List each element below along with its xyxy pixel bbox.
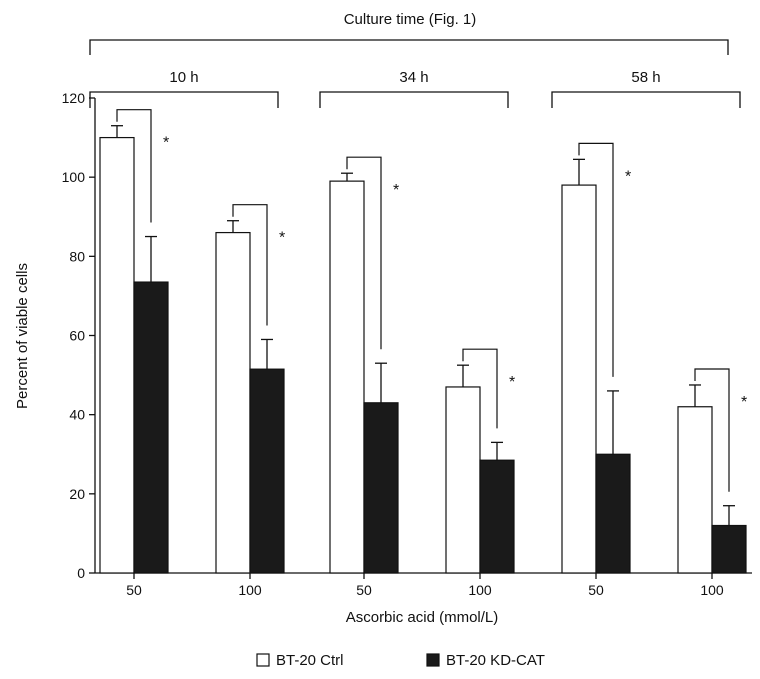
y-tick-label: 20 (69, 486, 85, 502)
y-axis-label: Percent of viable cells (14, 263, 31, 409)
bar-kdcat (595, 453, 631, 574)
chart-title: Culture time (Fig. 1) (344, 11, 477, 28)
y-tick-label: 60 (69, 328, 85, 344)
legend-swatch-ctrl (256, 653, 270, 667)
significance-bracket: * (232, 204, 285, 326)
culture-time-bracket (89, 39, 729, 55)
group-bracket (551, 91, 741, 108)
axes: 0 20 40 60 80 100 120 50 100 50 100 50 100 (62, 90, 752, 598)
bracket-line (232, 204, 268, 326)
group-label: 10 h (169, 69, 198, 86)
group-bracket (319, 91, 509, 108)
significance-bracket: * (346, 156, 399, 350)
bar-ctrl (561, 184, 597, 574)
group-label: 58 h (631, 69, 660, 86)
bracket-line (346, 156, 382, 350)
y-tick-label: 100 (62, 169, 86, 185)
bar-ctrl (215, 231, 251, 574)
group-label: 34 h (399, 69, 428, 86)
significance-bracket: * (578, 142, 631, 377)
y-tick-label: 120 (62, 90, 86, 106)
significance-marker: * (393, 182, 399, 199)
significance-marker: * (625, 168, 631, 185)
x-tick-label: 50 (588, 582, 604, 598)
legend-label-ctrl: BT-20 Ctrl (276, 652, 344, 669)
group-brackets: 10 h 34 h 58 h (89, 39, 741, 108)
significance-marker: * (279, 230, 285, 247)
x-axis-label: Ascorbic acid (mmol/L) (346, 609, 499, 626)
legend: BT-20 Ctrl BT-20 KD-CAT (256, 652, 545, 669)
bar-ctrl (99, 136, 135, 574)
bar-kdcat (133, 281, 169, 574)
bracket-line (116, 109, 152, 223)
bars: * * * * * * (99, 109, 747, 574)
significance-marker: * (741, 394, 747, 411)
y-tick-label: 80 (69, 248, 85, 264)
bracket-line (694, 368, 730, 492)
significance-marker: * (163, 135, 169, 152)
significance-bracket: * (462, 348, 515, 429)
bar-kdcat (479, 459, 515, 574)
x-tick-label: 100 (468, 582, 492, 598)
group-bracket (89, 91, 279, 108)
significance-bracket: * (116, 109, 169, 223)
bar-ctrl (445, 386, 481, 574)
bracket-line (578, 142, 614, 377)
bar-kdcat (363, 402, 399, 574)
significance-bracket: * (694, 368, 747, 492)
bracket-line (462, 348, 498, 429)
legend-swatch-kdcat (426, 653, 440, 667)
y-tick-label: 40 (69, 407, 85, 423)
significance-marker: * (509, 374, 515, 391)
bar-kdcat (249, 368, 285, 574)
x-tick-label: 50 (356, 582, 372, 598)
y-tick-label: 0 (77, 565, 85, 581)
legend-label-kdcat: BT-20 KD-CAT (446, 652, 545, 669)
bar-kdcat (711, 524, 747, 574)
x-tick-label: 100 (238, 582, 262, 598)
bar-ctrl (329, 180, 365, 574)
bar-ctrl (677, 406, 713, 574)
x-tick-label: 100 (700, 582, 724, 598)
x-tick-label: 50 (126, 582, 142, 598)
